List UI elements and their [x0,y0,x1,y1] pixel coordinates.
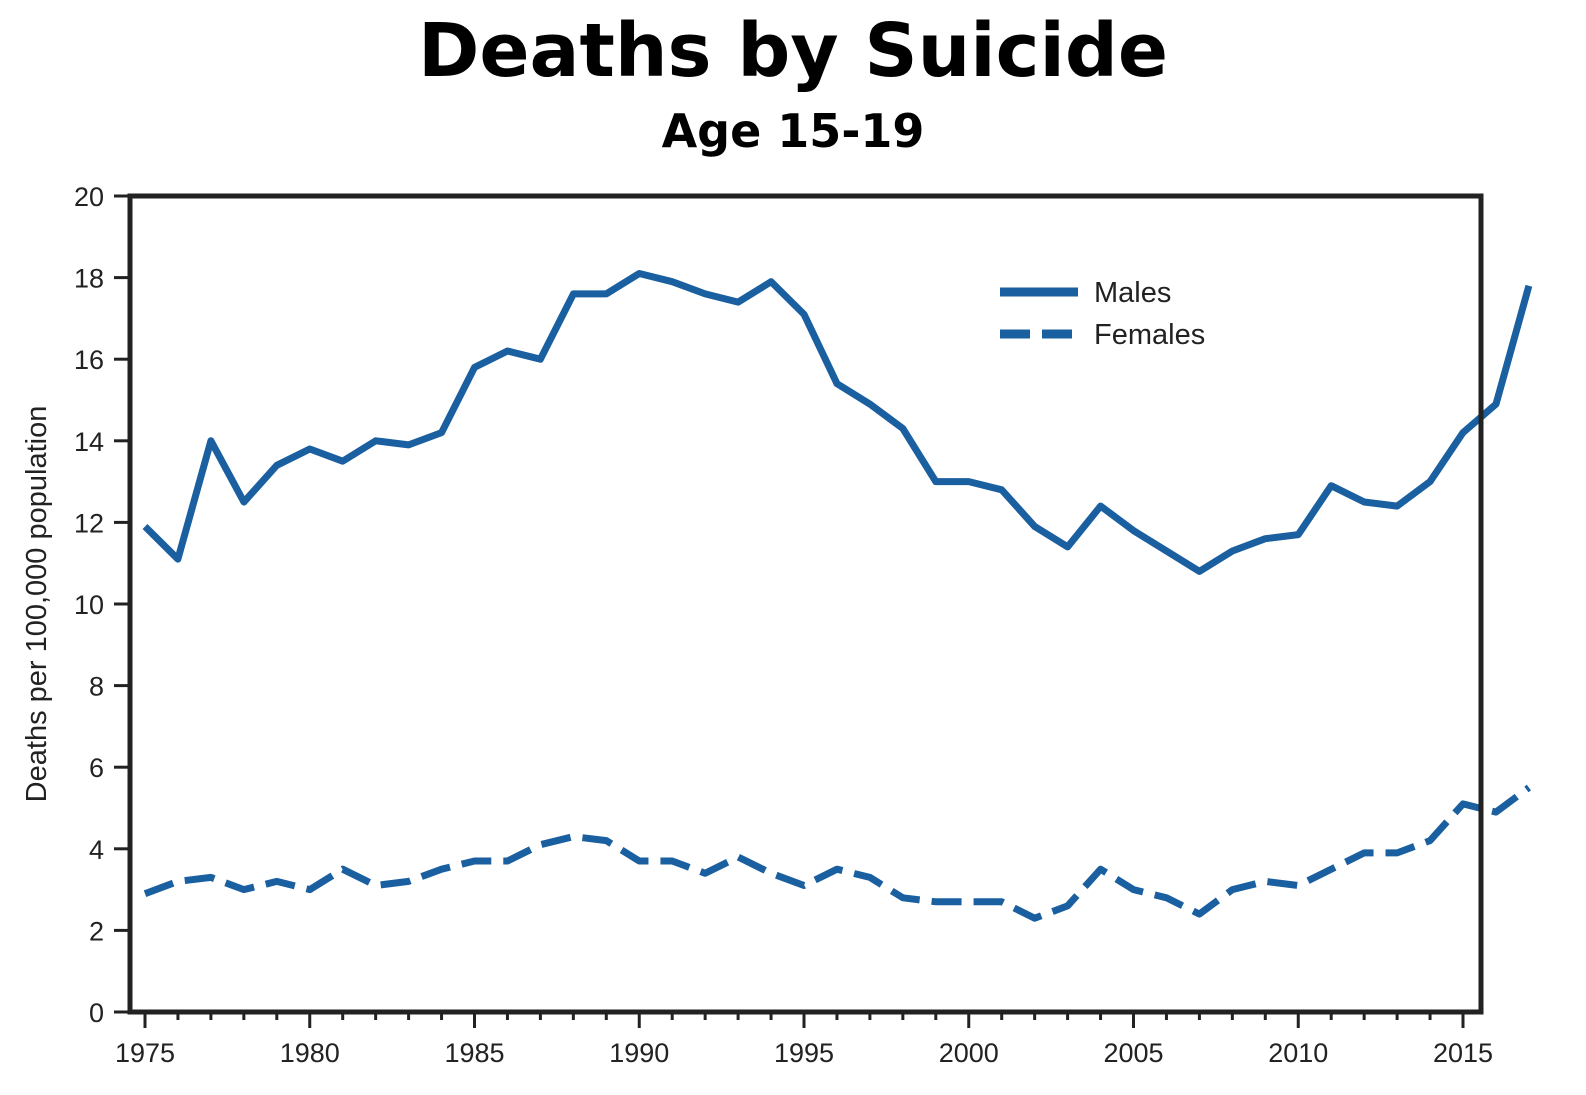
x-tick-label: 1995 [774,1038,834,1068]
y-axis-label: Deaths per 100,000 population [21,406,53,803]
y-tick-label: 2 [89,916,104,946]
x-tick-label: 2000 [939,1038,999,1068]
x-tick-label: 2005 [1103,1038,1163,1068]
y-tick-label: 20 [74,182,104,212]
y-tick-label: 16 [74,345,104,375]
y-tick-label: 0 [89,998,104,1028]
legend: Males Females [1000,277,1205,351]
chart-subtitle: Age 15-19 [661,104,925,158]
legend-label-males: Males [1094,277,1171,309]
x-tick-label: 1980 [280,1038,340,1068]
y-tick-label: 12 [74,508,104,538]
y-tick-label: 8 [89,672,104,702]
legend-label-females: Females [1094,319,1205,351]
series-line-males [142,270,1533,575]
series-line-females [143,784,1531,922]
y-tick-label: 6 [89,753,104,783]
x-tick-label: 1985 [444,1038,504,1068]
y-tick-label: 4 [89,835,104,865]
y-tick-label: 14 [74,427,104,457]
y-tick-label: 18 [74,264,104,294]
plot-frame [127,193,1484,1015]
series-lines [142,270,1533,922]
y-axis: 0 2 4 6 8 10 12 14 16 18 20 [74,182,130,1028]
x-tick-label: 2015 [1433,1038,1493,1068]
x-axis: 1975 1980 1985 1990 1995 2000 2005 2010 2015 [115,1012,1493,1068]
x-tick-label: 1975 [115,1038,175,1068]
y-tick-label: 10 [74,590,104,620]
x-tick-label: 2010 [1268,1038,1328,1068]
x-tick-label: 1990 [609,1038,669,1068]
chart-title: Deaths by Suicide [417,8,1169,94]
